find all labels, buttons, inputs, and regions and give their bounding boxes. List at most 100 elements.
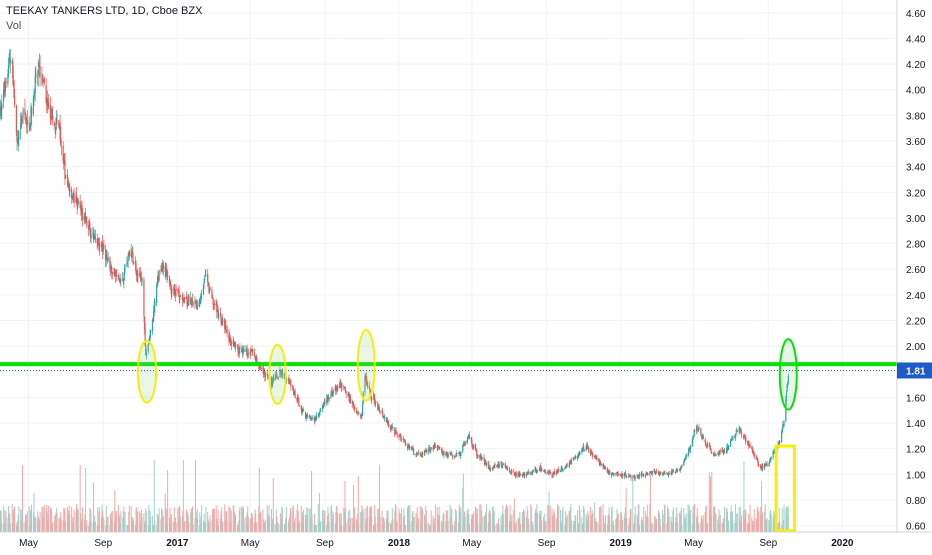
candle-body [136,270,138,276]
volume-bar [579,510,581,532]
volume-bar [161,515,163,532]
volume-bar [411,521,413,532]
volume-bar [289,507,291,532]
volume-bar [42,513,44,532]
volume-bar [620,512,622,532]
candle-body [293,390,295,394]
candle-body [318,411,321,415]
candle-body [751,446,753,450]
candle-body [709,445,711,448]
volume-bar [735,522,737,532]
volume-bar [428,525,430,532]
candle-body [211,297,214,299]
candle-body [49,105,52,119]
horizontal-line-layer[interactable] [0,362,897,371]
y-tick-label: 2.40 [906,291,926,302]
volume-bar [719,514,721,532]
y-tick-label: 3.60 [906,137,926,148]
candle-body [462,445,464,452]
candle-body [24,108,26,116]
candle-body [734,434,737,438]
volume-bar [666,506,668,532]
green-ellipse-annotation[interactable] [778,338,798,411]
volume-bar [536,504,538,532]
volume-bar [717,516,719,532]
volume-bar [413,518,415,532]
candle-body [519,474,522,476]
volume-bar [207,511,209,532]
volume-bar [761,511,763,532]
candle-body [89,223,91,231]
candle-body [534,468,536,472]
volume-bar [85,468,87,532]
volume-bar [500,515,502,532]
volume-bar [143,512,145,532]
candle-body [663,472,665,474]
candle-body [680,467,682,468]
yellow-rectangle-annotation[interactable] [774,444,796,533]
volume-bar [424,518,426,532]
volume-bar [24,521,26,532]
candle-body [192,301,194,305]
candle-body [748,445,751,447]
candle-body [298,405,301,407]
volume-bar [539,510,541,532]
volume-bar [56,514,58,532]
candle-body [200,293,202,301]
volume-bar [710,476,712,532]
candle-body [130,248,132,257]
volume-bar [34,516,36,532]
volume-bar [293,523,295,532]
candle-body [706,445,708,447]
candle-body [683,461,685,466]
candle-body [42,78,44,80]
candle-body [480,455,482,460]
candle-body [311,417,313,420]
candle-body [238,347,240,353]
candle-body [475,450,477,452]
volume-bar [31,504,33,532]
candle-body [392,427,394,429]
volume-bar [202,521,204,532]
candle-body [245,349,247,352]
candle-body [552,475,554,477]
candle-body [502,463,505,465]
volume-bar [632,525,634,532]
annotation-shapes[interactable] [136,329,798,533]
candle-body [735,432,737,435]
volume-bar [311,514,313,532]
yellow-ellipse-annotation[interactable] [268,343,287,405]
candle-body [184,297,186,300]
candle-body [179,295,181,297]
yellow-ellipse-annotation[interactable] [356,329,376,402]
volume-bar [196,508,198,532]
candle-body [711,452,713,453]
candle-body [658,473,660,475]
candle-body [230,342,232,346]
candle-body [719,450,721,455]
volume-bar [557,505,559,532]
volume-bar [250,512,252,532]
volume-bar [238,521,240,532]
candle-body [473,445,475,449]
volume-bar [422,509,424,532]
candle-body [241,348,243,353]
volume-bar [369,506,371,532]
volume-bar [123,524,125,532]
volume-bar [195,460,197,532]
candle-body [664,473,666,475]
candle-body [566,464,568,468]
candle-body [199,302,201,304]
yellow-ellipse-annotation[interactable] [136,339,158,404]
volume-bar [12,509,14,532]
volume-bar [483,515,485,532]
candle-body [488,466,490,468]
candle-body [732,438,734,440]
volume-bar [153,524,155,532]
volume-bar [450,517,452,532]
y-tick-label: 4.40 [906,34,926,45]
volume-bar [578,505,580,532]
volume-bar [302,516,304,532]
